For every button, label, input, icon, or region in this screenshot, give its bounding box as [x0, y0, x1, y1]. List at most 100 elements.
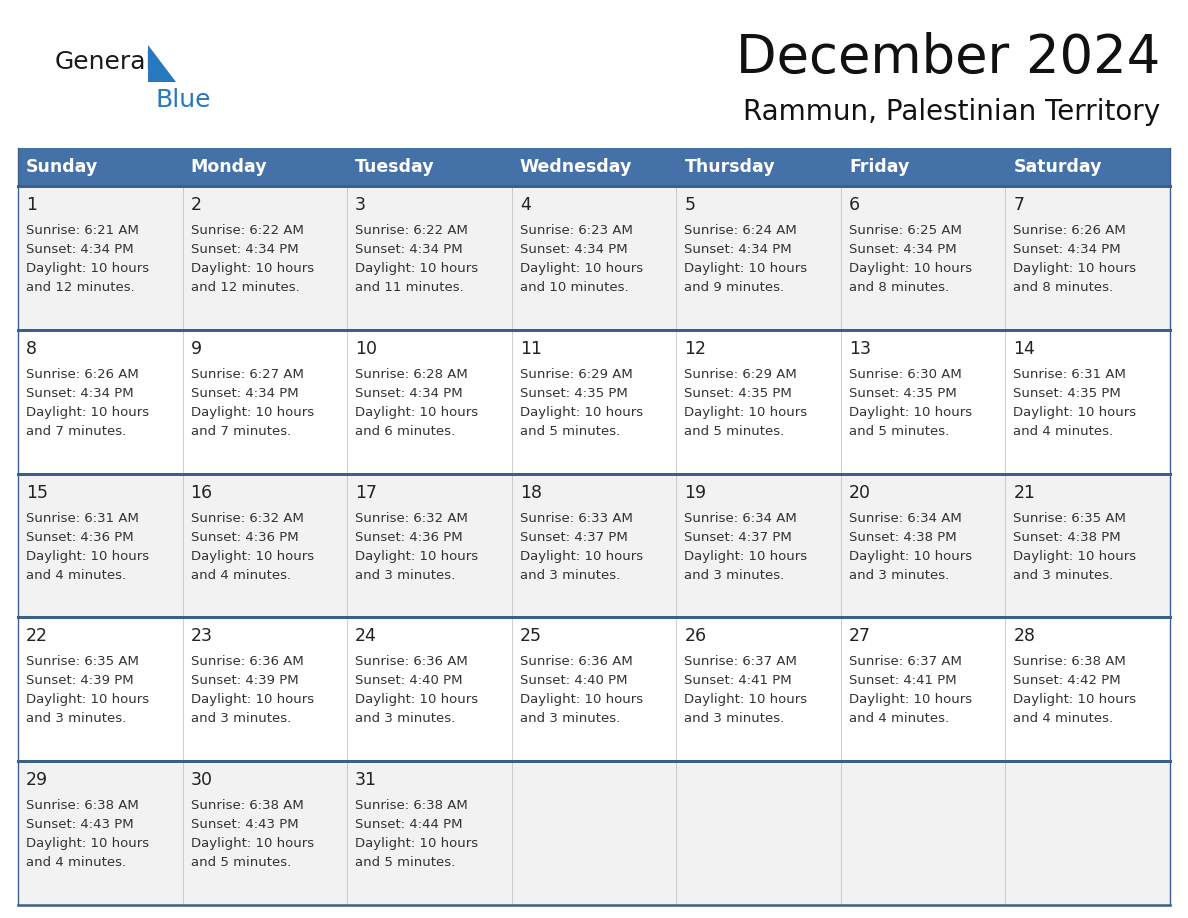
Text: and 5 minutes.: and 5 minutes. — [519, 425, 620, 438]
Text: 25: 25 — [519, 627, 542, 645]
Text: 17: 17 — [355, 484, 377, 501]
Text: and 7 minutes.: and 7 minutes. — [26, 425, 126, 438]
Text: and 3 minutes.: and 3 minutes. — [519, 712, 620, 725]
Bar — [676, 186, 841, 330]
Text: Sunset: 4:34 PM: Sunset: 4:34 PM — [26, 386, 133, 400]
Text: Sunset: 4:36 PM: Sunset: 4:36 PM — [26, 531, 133, 543]
Text: and 4 minutes.: and 4 minutes. — [849, 712, 949, 725]
Bar — [1005, 330, 1170, 474]
Bar — [841, 618, 1005, 761]
Text: and 6 minutes.: and 6 minutes. — [355, 425, 455, 438]
Bar — [1005, 186, 1170, 330]
Text: 26: 26 — [684, 627, 707, 645]
Bar — [18, 186, 183, 330]
Text: Daylight: 10 hours: Daylight: 10 hours — [849, 693, 972, 706]
Bar — [347, 761, 512, 905]
Text: 9: 9 — [190, 340, 202, 358]
Text: 1: 1 — [26, 196, 37, 214]
Text: Sunset: 4:39 PM: Sunset: 4:39 PM — [26, 675, 133, 688]
Text: Daylight: 10 hours: Daylight: 10 hours — [519, 550, 643, 563]
Text: Sunrise: 6:26 AM: Sunrise: 6:26 AM — [26, 368, 139, 381]
Text: 20: 20 — [849, 484, 871, 501]
Text: Sunset: 4:34 PM: Sunset: 4:34 PM — [26, 243, 133, 256]
Bar — [512, 186, 676, 330]
Text: Sunset: 4:40 PM: Sunset: 4:40 PM — [355, 675, 462, 688]
Text: Daylight: 10 hours: Daylight: 10 hours — [355, 837, 479, 850]
Text: 29: 29 — [26, 771, 49, 789]
Text: Sunrise: 6:32 AM: Sunrise: 6:32 AM — [190, 511, 303, 524]
Bar — [18, 148, 183, 186]
Text: and 3 minutes.: and 3 minutes. — [190, 712, 291, 725]
Text: Sunrise: 6:38 AM: Sunrise: 6:38 AM — [355, 800, 468, 812]
Text: Sunrise: 6:36 AM: Sunrise: 6:36 AM — [519, 655, 632, 668]
Polygon shape — [148, 45, 176, 82]
Text: Daylight: 10 hours: Daylight: 10 hours — [355, 693, 479, 706]
Text: 24: 24 — [355, 627, 377, 645]
Text: Sunset: 4:34 PM: Sunset: 4:34 PM — [355, 243, 463, 256]
Bar — [841, 148, 1005, 186]
Text: and 9 minutes.: and 9 minutes. — [684, 281, 784, 294]
Text: Sunrise: 6:28 AM: Sunrise: 6:28 AM — [355, 368, 468, 381]
Text: Thursday: Thursday — [684, 158, 775, 176]
Text: Sunrise: 6:36 AM: Sunrise: 6:36 AM — [355, 655, 468, 668]
Text: Daylight: 10 hours: Daylight: 10 hours — [190, 406, 314, 419]
Bar — [841, 330, 1005, 474]
Text: and 4 minutes.: and 4 minutes. — [26, 568, 126, 582]
Text: Sunset: 4:37 PM: Sunset: 4:37 PM — [684, 531, 792, 543]
Text: Sunset: 4:35 PM: Sunset: 4:35 PM — [684, 386, 792, 400]
Text: 22: 22 — [26, 627, 48, 645]
Bar — [18, 330, 183, 474]
Bar — [18, 618, 183, 761]
Bar — [347, 474, 512, 618]
Text: Daylight: 10 hours: Daylight: 10 hours — [684, 550, 808, 563]
Text: Sunset: 4:36 PM: Sunset: 4:36 PM — [355, 531, 463, 543]
Bar — [512, 330, 676, 474]
Text: Daylight: 10 hours: Daylight: 10 hours — [1013, 550, 1137, 563]
Bar — [183, 186, 347, 330]
Text: and 7 minutes.: and 7 minutes. — [190, 425, 291, 438]
Bar — [676, 761, 841, 905]
Text: Tuesday: Tuesday — [355, 158, 435, 176]
Text: and 10 minutes.: and 10 minutes. — [519, 281, 628, 294]
Bar — [1005, 474, 1170, 618]
Text: Sunset: 4:34 PM: Sunset: 4:34 PM — [355, 386, 463, 400]
Text: Sunset: 4:41 PM: Sunset: 4:41 PM — [849, 675, 956, 688]
Text: Sunset: 4:37 PM: Sunset: 4:37 PM — [519, 531, 627, 543]
Text: Daylight: 10 hours: Daylight: 10 hours — [26, 550, 150, 563]
Text: and 3 minutes.: and 3 minutes. — [355, 712, 455, 725]
Text: and 8 minutes.: and 8 minutes. — [1013, 281, 1113, 294]
Bar — [183, 148, 347, 186]
Text: Daylight: 10 hours: Daylight: 10 hours — [26, 693, 150, 706]
Text: Sunset: 4:39 PM: Sunset: 4:39 PM — [190, 675, 298, 688]
Text: Sunrise: 6:34 AM: Sunrise: 6:34 AM — [684, 511, 797, 524]
Text: Daylight: 10 hours: Daylight: 10 hours — [190, 837, 314, 850]
Text: 3: 3 — [355, 196, 366, 214]
Text: Sunrise: 6:23 AM: Sunrise: 6:23 AM — [519, 224, 632, 237]
Text: Sunrise: 6:34 AM: Sunrise: 6:34 AM — [849, 511, 961, 524]
Text: Daylight: 10 hours: Daylight: 10 hours — [26, 837, 150, 850]
Text: and 4 minutes.: and 4 minutes. — [1013, 425, 1113, 438]
Text: 16: 16 — [190, 484, 213, 501]
Text: Daylight: 10 hours: Daylight: 10 hours — [355, 262, 479, 275]
Text: and 3 minutes.: and 3 minutes. — [355, 568, 455, 582]
Text: 5: 5 — [684, 196, 695, 214]
Text: Sunset: 4:35 PM: Sunset: 4:35 PM — [1013, 386, 1121, 400]
Bar — [1005, 761, 1170, 905]
Text: Daylight: 10 hours: Daylight: 10 hours — [190, 693, 314, 706]
Text: Sunrise: 6:31 AM: Sunrise: 6:31 AM — [26, 511, 139, 524]
Text: and 11 minutes.: and 11 minutes. — [355, 281, 463, 294]
Text: and 5 minutes.: and 5 minutes. — [849, 425, 949, 438]
Text: Sunset: 4:42 PM: Sunset: 4:42 PM — [1013, 675, 1121, 688]
Bar — [676, 474, 841, 618]
Bar — [841, 474, 1005, 618]
Bar — [676, 148, 841, 186]
Text: Daylight: 10 hours: Daylight: 10 hours — [26, 262, 150, 275]
Text: Sunrise: 6:29 AM: Sunrise: 6:29 AM — [519, 368, 632, 381]
Text: Daylight: 10 hours: Daylight: 10 hours — [519, 406, 643, 419]
Text: and 12 minutes.: and 12 minutes. — [190, 281, 299, 294]
Text: Sunset: 4:34 PM: Sunset: 4:34 PM — [519, 243, 627, 256]
Text: Daylight: 10 hours: Daylight: 10 hours — [355, 406, 479, 419]
Text: 21: 21 — [1013, 484, 1036, 501]
Text: 15: 15 — [26, 484, 48, 501]
Bar — [183, 761, 347, 905]
